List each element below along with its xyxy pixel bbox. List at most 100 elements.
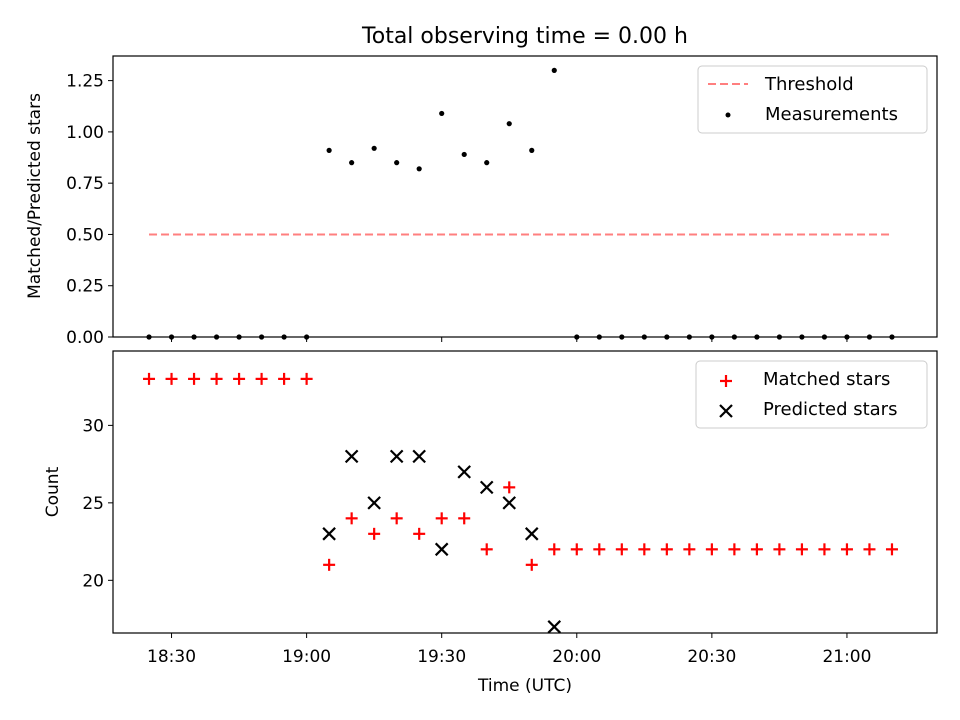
top-legend: Threshold Measurements — [697, 65, 928, 134]
x-tick-label: 18:30 — [147, 647, 196, 667]
predicted-star-marker-b — [412, 449, 426, 464]
predicted-star-marker — [412, 449, 426, 464]
top-y-ticks: 0.00 0.25 0.50 0.75 1.00 1.25 — [66, 72, 113, 348]
matched-star-marker — [863, 543, 876, 556]
measurement-point — [461, 151, 467, 158]
predicted-star-marker-b — [502, 496, 517, 510]
matched-star-marker — [368, 527, 381, 540]
matched-star-marker — [458, 512, 471, 525]
top-panel: 0.00 0.25 0.50 0.75 1.00 1.25 Matched/Predict… — [25, 55, 938, 348]
legend-measurements-swatch — [725, 112, 731, 118]
matched-star-marker — [840, 543, 853, 556]
predicted-star-marker — [457, 465, 471, 479]
matched-star-marker — [435, 512, 448, 525]
matched-star-marker — [413, 527, 426, 540]
measurement-point — [371, 145, 377, 151]
measurement-point — [439, 110, 445, 117]
matched-star-marker — [390, 512, 403, 525]
measurement-point — [394, 160, 400, 166]
y-tick-label: 1.00 — [66, 123, 104, 143]
predicted-star-marker — [479, 480, 494, 495]
matched-star-marker — [323, 558, 336, 571]
matched-star-marker — [345, 512, 358, 525]
matched-star-marker — [885, 543, 898, 556]
matched-star-marker — [795, 543, 808, 556]
predicted-star-marker — [344, 449, 359, 464]
bottom-axes-frame — [112, 350, 938, 634]
y-tick-label: 25 — [82, 494, 104, 514]
x-tick-label: 21:00 — [822, 647, 871, 667]
measurement-point — [506, 121, 512, 127]
matched-star-marker — [593, 543, 606, 556]
matched-star-marker — [750, 543, 763, 556]
predicted-star-marker — [434, 542, 449, 557]
matched-star-marker — [300, 372, 313, 385]
predicted-star-marker-b — [547, 620, 562, 634]
predicted-star-marker-b — [344, 449, 359, 464]
bottom-legend: Matched stars Predicted stars — [695, 360, 928, 429]
y-tick-label: 30 — [82, 416, 104, 436]
matched-star-marker — [683, 543, 696, 556]
bottom-x-ticks: 18:30 19:00 19:30 20:00 20:30 21:00 — [147, 633, 871, 667]
legend-measurements-label: Measurements — [765, 104, 898, 125]
measurement-point — [349, 160, 355, 166]
matched-star-marker — [143, 372, 156, 385]
top-axes-frame — [112, 55, 938, 338]
bottom-legend-box — [695, 360, 928, 429]
legend-matched-label: Matched stars — [763, 369, 890, 390]
x-tick-label: 19:30 — [417, 647, 466, 667]
bottom-y-ticks: 20 25 30 — [82, 416, 113, 591]
bottom-plot-marks — [143, 372, 898, 634]
matched-star-marker — [570, 543, 583, 556]
matched-star-marker — [255, 372, 268, 385]
predicted-star-marker — [367, 496, 381, 510]
predicted-star-marker — [389, 449, 404, 464]
matched-star-marker — [818, 543, 831, 556]
matched-star-marker — [503, 481, 516, 494]
matched-star-marker — [548, 543, 561, 556]
legend-matched-swatch — [720, 375, 732, 387]
predicted-star-marker-b — [434, 542, 449, 557]
matched-star-marker — [165, 372, 178, 385]
top-y-axis-label: Matched/Predicted stars — [25, 93, 45, 299]
matched-star-marker — [278, 372, 291, 385]
matched-star-marker — [705, 543, 718, 556]
top-x-ticks — [171, 337, 848, 342]
bottom-y-axis-label: Count — [43, 466, 63, 517]
predicted-star-marker-b — [322, 527, 336, 541]
matched-star-marker — [525, 558, 538, 571]
predicted-star-marker-b — [457, 465, 471, 479]
y-tick-label: 0.25 — [66, 277, 104, 297]
matched-star-marker — [773, 543, 786, 556]
predicted-star-marker-b — [524, 527, 539, 541]
predicted-star-marker — [547, 620, 562, 634]
x-tick-label: 19:00 — [282, 647, 331, 667]
matched-star-marker — [233, 372, 246, 385]
y-tick-label: 0.50 — [66, 225, 104, 245]
measurement-point — [529, 147, 535, 153]
x-axis-label: Time (UTC) — [477, 676, 572, 696]
predicted-star-marker — [502, 496, 517, 510]
matched-star-marker — [210, 372, 223, 385]
measurement-point — [551, 67, 557, 73]
matched-star-marker — [188, 372, 201, 385]
y-tick-label: 20 — [82, 571, 104, 591]
legend-predicted-swatch — [719, 404, 733, 418]
figure-title: Total observing time = 0.00 h — [361, 24, 688, 49]
matched-star-marker — [480, 543, 493, 556]
matched-star-marker — [728, 543, 741, 556]
y-tick-label: 1.25 — [66, 72, 104, 92]
matched-star-marker — [660, 543, 673, 556]
measurement-point — [416, 166, 422, 172]
matched-star-marker — [638, 543, 651, 556]
matched-star-marker — [615, 543, 628, 556]
bottom-panel: 20 25 30 18:30 19:00 19:30 20:00 20:30 21:00 Co… — [43, 350, 938, 696]
top-legend-box — [697, 65, 928, 134]
predicted-star-marker — [524, 527, 539, 541]
measurement-point — [326, 147, 332, 153]
y-tick-label: 0.75 — [66, 174, 104, 194]
y-tick-label: 0.00 — [66, 328, 104, 348]
x-tick-label: 20:00 — [552, 647, 601, 667]
predicted-star-marker-b — [389, 449, 404, 464]
